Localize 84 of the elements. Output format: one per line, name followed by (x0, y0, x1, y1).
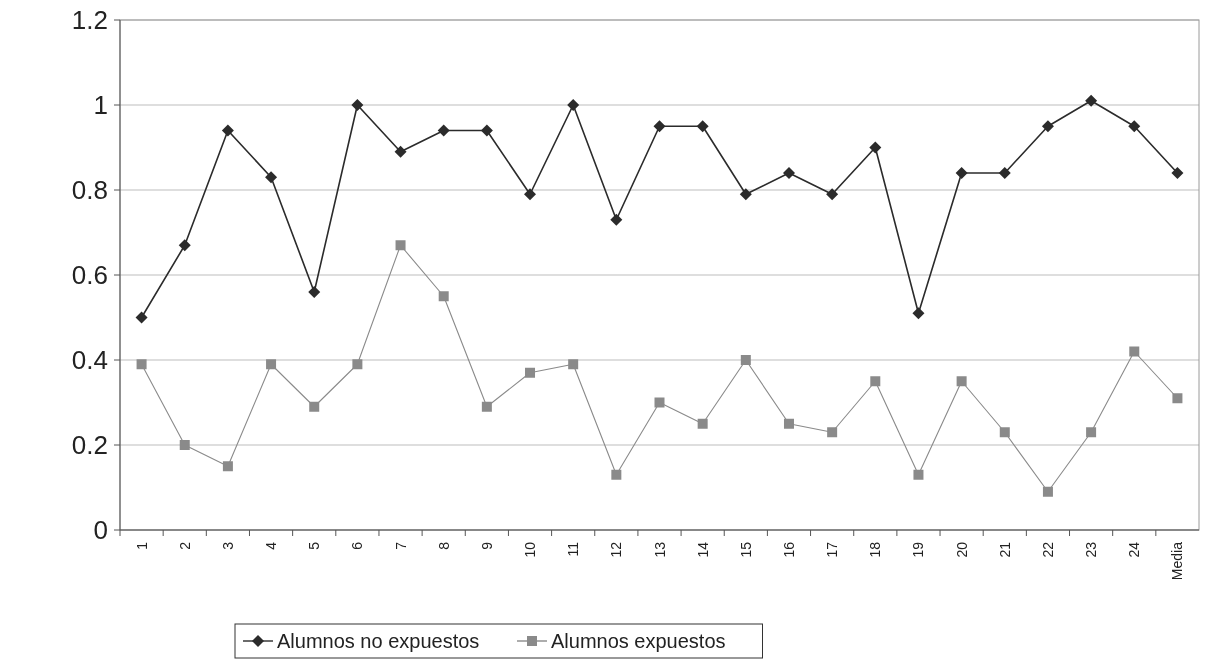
x-tick-label: 19 (910, 541, 927, 558)
x-tick-label: 11 (565, 541, 582, 557)
point (481, 401, 492, 412)
point (782, 167, 795, 179)
point (568, 359, 579, 370)
legend-label: Alumnos expuestos (551, 630, 726, 652)
legend-label: Alumnos no expuestos (277, 630, 480, 652)
y-tick-label: 0 (93, 515, 108, 546)
x-tick-label: 22 (1039, 541, 1056, 558)
x-tick-label: 9 (478, 541, 495, 550)
x-tick-label: 3 (219, 541, 236, 550)
point (266, 359, 277, 370)
x-tick-label: 1 (133, 541, 150, 550)
point (221, 124, 234, 137)
x-tick-label: 15 (737, 541, 754, 558)
x-tick-label: 2 (176, 541, 193, 550)
point (135, 311, 148, 324)
point (870, 376, 881, 387)
x-tick-label: 12 (608, 541, 625, 558)
x-tick-label: 18 (867, 541, 884, 558)
x-tick-label: 23 (1083, 541, 1100, 558)
point (826, 188, 839, 201)
x-tick-label: 4 (263, 541, 280, 550)
point (912, 307, 925, 320)
point (955, 167, 968, 179)
point (222, 461, 233, 472)
x-tick-label: 24 (1126, 541, 1143, 558)
x-tick-label: 13 (651, 541, 668, 558)
point (1042, 486, 1053, 497)
y-tick-label: 0.2 (71, 430, 108, 461)
x-tick-label: 10 (522, 541, 539, 558)
x-tick-label: 16 (780, 541, 797, 558)
point (998, 167, 1011, 179)
x-tick-label: 14 (694, 541, 711, 558)
point (525, 367, 536, 378)
point (136, 359, 147, 370)
point (956, 376, 967, 387)
point (438, 291, 449, 302)
point (1086, 427, 1097, 438)
point (567, 99, 580, 111)
point (352, 359, 363, 370)
y-tick-label: 0.6 (71, 260, 108, 291)
point (395, 240, 406, 251)
point (783, 418, 794, 429)
x-tick-label: 8 (435, 541, 452, 550)
point (1085, 94, 1098, 107)
point (654, 397, 665, 408)
point (309, 401, 320, 412)
y-tick-label: 1.2 (71, 5, 108, 36)
point (308, 286, 321, 298)
point (697, 418, 708, 429)
x-tick-label: 6 (349, 541, 366, 550)
x-tick-label: 20 (953, 541, 970, 558)
y-tick-label: 0.4 (71, 345, 108, 376)
point (179, 440, 190, 450)
point (178, 239, 191, 252)
y-tick-label: 1 (93, 90, 108, 121)
point (351, 99, 364, 111)
point (739, 188, 752, 201)
x-tick-label: 7 (392, 541, 409, 550)
point (1172, 393, 1183, 404)
point (1128, 120, 1141, 133)
point (524, 188, 537, 201)
x-tick-label: 5 (306, 541, 323, 550)
point (740, 355, 751, 365)
point (480, 124, 493, 137)
x-tick-label: 21 (996, 541, 1013, 558)
point (999, 427, 1010, 438)
point (827, 427, 838, 438)
point (1041, 120, 1054, 133)
point (1171, 167, 1184, 179)
point (394, 145, 407, 158)
point (610, 213, 623, 226)
point (913, 469, 924, 480)
y-tick-label: 0.8 (71, 175, 108, 206)
x-tick-label: Media (1169, 541, 1186, 581)
point (437, 124, 450, 137)
x-tick-label: 17 (824, 541, 841, 558)
point (265, 171, 278, 184)
point (653, 120, 666, 133)
point (611, 469, 622, 480)
point (869, 141, 882, 154)
point (1129, 346, 1140, 357)
point (696, 120, 709, 133)
